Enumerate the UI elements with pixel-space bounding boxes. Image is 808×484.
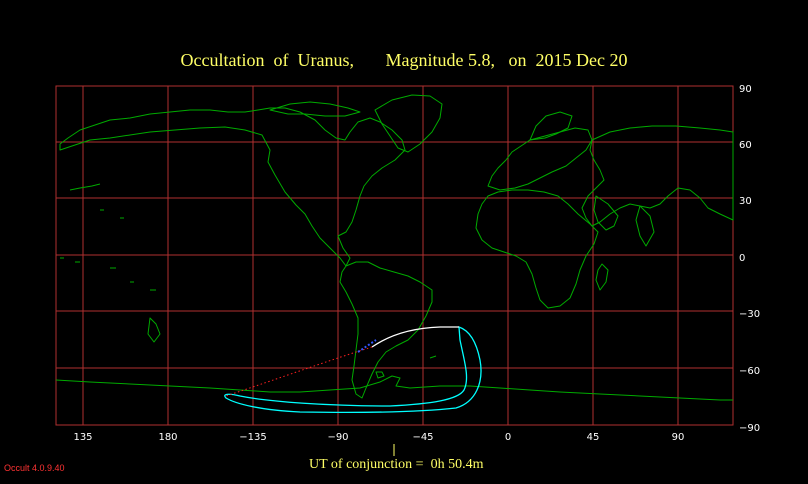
lat-tick: 30 (739, 196, 752, 207)
coast-new-zealand (147, 317, 161, 343)
coast-scandinavia (529, 111, 573, 141)
coast-antarctica (55, 375, 733, 401)
path-northern-limit (371, 326, 459, 348)
path-extension-dotted (225, 346, 373, 397)
lat-tick: −90 (739, 423, 760, 434)
coast-arctic-islands (269, 101, 361, 117)
lon-tick: 90 (672, 432, 685, 443)
lat-tick: −60 (739, 366, 760, 377)
occultation-path (224, 326, 482, 414)
coast-pacific-islands (60, 209, 156, 291)
ut-conjunction-label: UT of conjunction = 0h 50.4m (309, 457, 484, 472)
coast-north-america (59, 107, 406, 267)
lon-tick: −135 (239, 432, 266, 443)
lon-tick: 180 (158, 432, 177, 443)
coast-greenland (374, 94, 443, 153)
coast-south-america (339, 261, 433, 399)
coast-africa (475, 189, 599, 309)
latitude-axis: 90 60 30 0 −30 −60 −90 (739, 84, 760, 434)
path-southern-limit (224, 326, 482, 414)
coast-europe (487, 127, 593, 191)
coast-arabia-india (593, 195, 655, 247)
coast-south-georgia (429, 355, 437, 359)
lon-tick: −90 (327, 432, 348, 443)
longitude-axis: 135 180 −135 −90 −45 0 45 90 (73, 432, 684, 443)
lon-tick: 135 (73, 432, 92, 443)
lat-tick: 90 (739, 84, 752, 95)
lon-tick: −45 (412, 432, 433, 443)
lon-tick: 0 (505, 432, 511, 443)
version-label: Occult 4.0.9.40 (4, 463, 65, 473)
lat-tick: 60 (739, 140, 752, 151)
coast-aleutians (69, 183, 101, 191)
coast-falklands (375, 371, 385, 379)
map-title: Occultation of Uranus, Magnitude 5.8, on… (180, 50, 628, 70)
lon-tick: 45 (587, 432, 600, 443)
lat-tick: −30 (739, 309, 760, 320)
coastlines (55, 94, 734, 401)
coast-madagascar (595, 263, 609, 291)
parallel-grid (56, 141, 733, 369)
lat-tick: 0 (739, 253, 745, 264)
coast-asia (581, 125, 734, 227)
